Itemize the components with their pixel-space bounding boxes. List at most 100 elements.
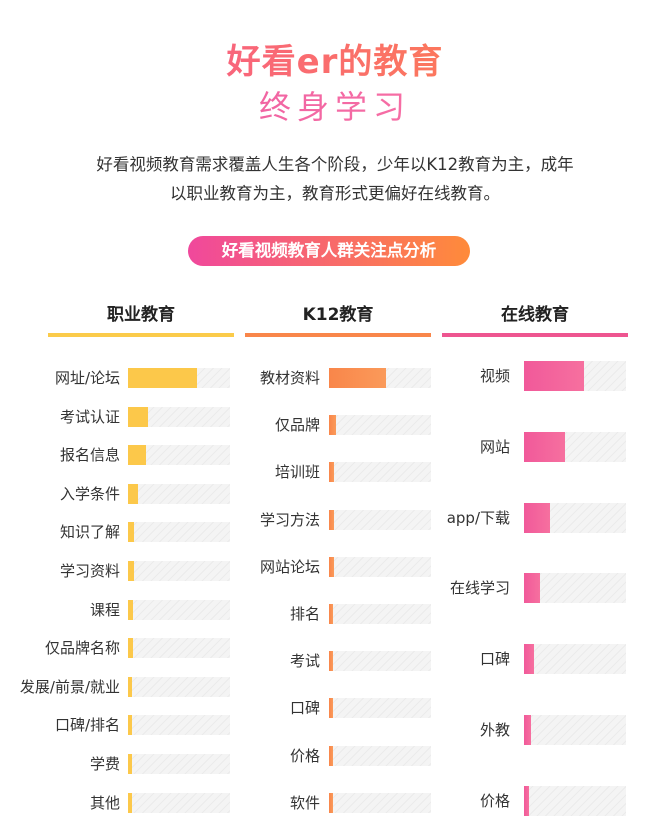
bar-label-k12: 学习方法 bbox=[259, 510, 320, 529]
bar-vocational bbox=[128, 445, 146, 466]
bar-label-online: 价格 bbox=[479, 791, 510, 810]
bar-label-online: 网站 bbox=[479, 437, 510, 456]
bar-track-vocational bbox=[128, 406, 230, 427]
bar-online bbox=[524, 715, 531, 745]
chart-divider-k12 bbox=[245, 333, 431, 337]
bar-vocational bbox=[128, 676, 132, 697]
section-pill: 好看视频教育人群关注点分析 bbox=[188, 236, 470, 266]
bar-label-vocational: 学费 bbox=[89, 755, 120, 773]
intro-text: 好看视频教育需求覆盖人生各个阶段，少年以K12教育为主，成年 以职业教育为主，教… bbox=[40, 150, 630, 208]
bar-track-online bbox=[524, 715, 626, 745]
bar-label-vocational: 课程 bbox=[89, 600, 120, 619]
chart-title-online: 在线教育 bbox=[501, 305, 569, 325]
bar-online bbox=[524, 502, 550, 533]
bar-k12 bbox=[329, 556, 334, 577]
bar-online bbox=[524, 644, 534, 675]
bar-label-k12: 考试 bbox=[289, 652, 320, 671]
bar-label-vocational: 其他 bbox=[89, 793, 120, 812]
bar-label-k12: 教材资料 bbox=[259, 369, 320, 387]
bar-k12 bbox=[329, 368, 386, 388]
bar-label-vocational: 报名信息 bbox=[59, 446, 120, 465]
bar-label-online: 外教 bbox=[479, 721, 510, 739]
bar-track-vocational bbox=[128, 676, 230, 697]
bar-k12 bbox=[329, 792, 333, 813]
bar-label-vocational: 仅品牌名称 bbox=[44, 639, 120, 658]
bar-vocational bbox=[128, 522, 134, 543]
bar-online bbox=[524, 431, 565, 462]
bar-label-online: 在线学习 bbox=[449, 579, 510, 598]
bar-track-online bbox=[524, 644, 626, 675]
bar-k12 bbox=[329, 651, 333, 672]
bar-label-vocational: 口碑/排名 bbox=[54, 716, 120, 735]
bar-track-vocational bbox=[128, 483, 230, 504]
bar-label-k12: 价格 bbox=[289, 746, 320, 765]
page-subtitle: 终身学习 bbox=[0, 82, 670, 128]
bar-vocational bbox=[128, 368, 197, 388]
bar-track-vocational bbox=[128, 445, 230, 466]
bar-track-online bbox=[524, 502, 626, 533]
bar-label-vocational: 网址/论坛 bbox=[54, 369, 120, 387]
bar-vocational bbox=[128, 561, 134, 581]
bar-track-k12 bbox=[329, 368, 431, 388]
bar-k12 bbox=[329, 462, 334, 483]
bar-label-vocational: 入学条件 bbox=[59, 484, 120, 503]
bar-k12 bbox=[329, 509, 334, 530]
bar-track-k12 bbox=[329, 792, 431, 813]
bar-track-k12 bbox=[329, 509, 431, 530]
bar-label-k12: 口碑 bbox=[289, 699, 320, 718]
bar-track-k12 bbox=[329, 745, 431, 766]
bar-track-vocational bbox=[128, 368, 230, 388]
bar-track-online bbox=[524, 431, 626, 462]
bar-label-k12: 软件 bbox=[289, 793, 320, 812]
bar-track-vocational bbox=[128, 754, 230, 774]
bar-label-k12: 培训班 bbox=[274, 463, 320, 482]
bar-vocational bbox=[128, 792, 132, 813]
chart-divider-vocational bbox=[48, 333, 234, 337]
bar-track-k12 bbox=[329, 462, 431, 483]
bar-label-vocational: 学习资料 bbox=[59, 562, 120, 580]
bar-label-online: app/下载 bbox=[446, 508, 510, 527]
bar-k12 bbox=[329, 415, 336, 436]
bar-k12 bbox=[329, 604, 333, 624]
bar-track-online bbox=[524, 785, 626, 816]
bar-track-k12 bbox=[329, 556, 431, 577]
bar-label-online: 口碑 bbox=[479, 650, 510, 669]
bar-track-k12 bbox=[329, 698, 431, 719]
bar-vocational bbox=[128, 638, 133, 659]
page-title: 好看er的教育 bbox=[0, 34, 670, 83]
bar-track-online bbox=[524, 573, 626, 604]
bar-track-vocational bbox=[128, 561, 230, 581]
bar-track-vocational bbox=[128, 792, 230, 813]
chart-title-vocational: 职业教育 bbox=[107, 305, 175, 325]
chart-title-k12: K12教育 bbox=[302, 305, 374, 325]
bar-track-k12 bbox=[329, 415, 431, 436]
bar-track-vocational bbox=[128, 715, 230, 736]
bar-online bbox=[524, 573, 540, 604]
bar-online bbox=[524, 785, 529, 816]
bar-label-vocational: 考试认证 bbox=[59, 407, 120, 426]
bar-vocational bbox=[128, 754, 132, 774]
bar-label-k12: 仅品牌 bbox=[274, 416, 320, 435]
bar-label-k12: 网站论坛 bbox=[259, 557, 320, 576]
intro-line-2: 以职业教育为主，教育形式更偏好在线教育。 bbox=[170, 184, 500, 203]
bar-k12 bbox=[329, 698, 333, 719]
bar-label-k12: 排名 bbox=[289, 605, 320, 623]
bar-label-vocational: 发展/前景/就业 bbox=[19, 677, 120, 696]
bar-track-vocational bbox=[128, 522, 230, 543]
bar-label-vocational: 知识了解 bbox=[59, 523, 120, 542]
chart-divider-online bbox=[442, 333, 628, 337]
bar-track-vocational bbox=[128, 638, 230, 659]
bar-track-online bbox=[524, 361, 626, 391]
bar-track-vocational bbox=[128, 599, 230, 620]
bar-vocational bbox=[128, 406, 148, 427]
bar-online bbox=[524, 361, 584, 391]
bar-k12 bbox=[329, 745, 333, 766]
bar-track-k12 bbox=[329, 604, 431, 624]
intro-line-1: 好看视频教育需求覆盖人生各个阶段，少年以K12教育为主，成年 bbox=[96, 155, 574, 174]
bar-vocational bbox=[128, 483, 138, 504]
bar-vocational bbox=[128, 599, 133, 620]
bar-label-online: 视频 bbox=[479, 367, 510, 385]
bar-track-k12 bbox=[329, 651, 431, 672]
bar-vocational bbox=[128, 715, 132, 736]
